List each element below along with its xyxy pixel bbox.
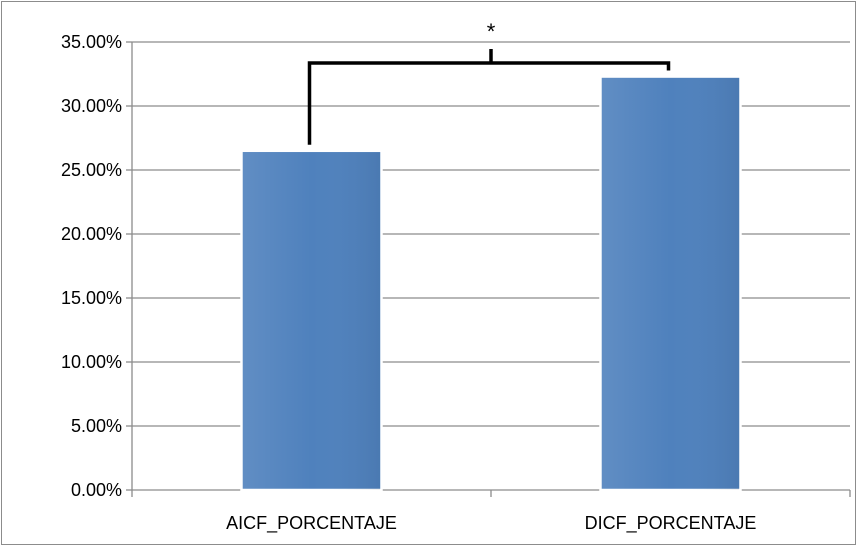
tick-labels: 0.00% 5.00% 10.00% 15.00% 20.00% 25.00% 30.00%… — [61, 32, 756, 534]
y-tick-label: 10.00% — [61, 352, 122, 372]
significance-bracket: * — [307, 19, 671, 145]
y-tick-label: 15.00% — [61, 288, 122, 308]
significance-label: * — [487, 19, 496, 44]
y-tick-label: 25.00% — [61, 160, 122, 180]
y-tick-label: 30.00% — [61, 96, 122, 116]
x-category-label: DICF_PORCENTAJE — [585, 513, 757, 534]
bar-shade — [242, 152, 381, 491]
x-category-label: AICF_PORCENTAJE — [226, 513, 397, 534]
y-tick-label: 5.00% — [71, 416, 122, 436]
bars — [240, 75, 742, 492]
y-tick-label: 35.00% — [61, 32, 122, 52]
y-tick-label: 0.00% — [71, 480, 122, 500]
y-tick-label: 20.00% — [61, 224, 122, 244]
bar-shade — [601, 78, 740, 490]
gridlines — [132, 41, 850, 427]
significance-bracket-line — [307, 61, 671, 145]
